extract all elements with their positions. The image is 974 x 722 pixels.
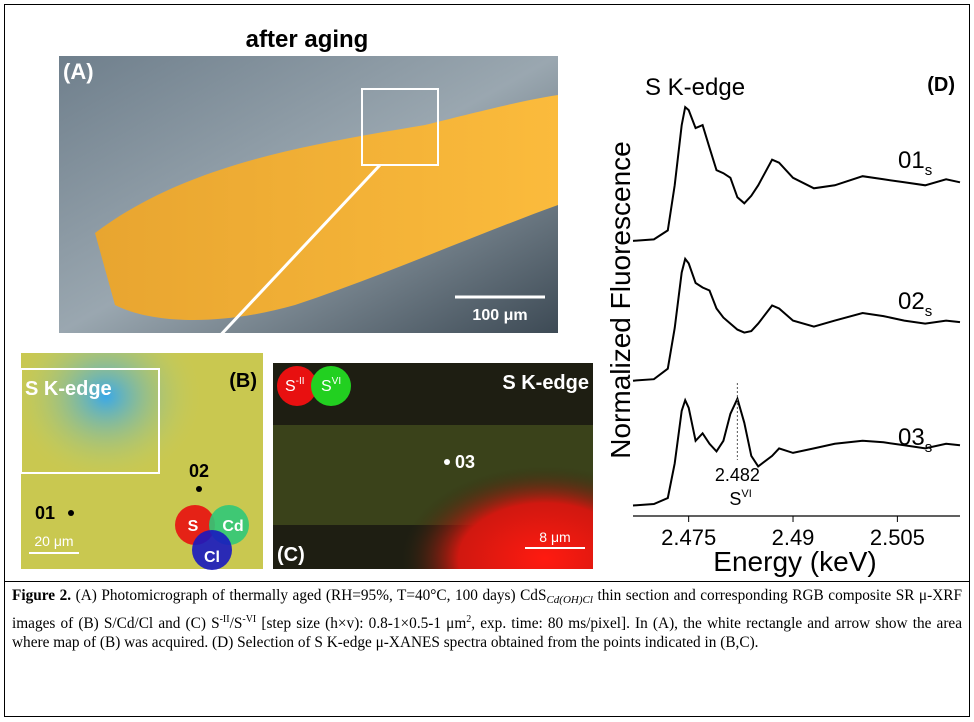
annotation-text: S — [729, 489, 741, 509]
caption-run: -II — [220, 614, 230, 625]
caption: Figure 2. (A) Photomicrograph of thermal… — [4, 581, 970, 717]
scale-label: 8 μm — [539, 529, 570, 545]
spectrum — [633, 259, 960, 381]
annotation-sup: VI — [741, 488, 751, 500]
species-text: S — [285, 378, 296, 395]
point-marker — [444, 459, 450, 465]
point-label: 02 — [189, 461, 209, 481]
channel-label: Cl — [204, 549, 220, 566]
caption-run: [step size (h×v): 0.8-1×0.5-1 μm — [256, 615, 466, 632]
channel-label: Cd — [222, 518, 243, 535]
series-name: 03 — [898, 424, 925, 451]
panel-label: (C) — [277, 544, 305, 566]
series-name: 01 — [898, 147, 925, 174]
chart-title: S K-edge — [645, 74, 745, 101]
caption-run: Figure 2. — [12, 587, 71, 604]
point-label: 03 — [455, 452, 475, 472]
series-subscript: s — [925, 303, 933, 320]
panel-label: (A) — [63, 59, 94, 84]
species-sup: VI — [332, 376, 341, 387]
caption-run: (A) Photomicrograph of thermally aged (R… — [71, 587, 546, 604]
series-subscript: s — [925, 439, 933, 456]
scale-label: 100 μm — [472, 307, 527, 324]
map-title: S K-edge — [502, 372, 589, 394]
map-title: S K-edge — [25, 378, 112, 400]
series-name: 02 — [898, 288, 925, 315]
x-tick-label: 2.49 — [772, 525, 815, 550]
figure: (A) after aging 100 μm S K-edge (B) 02 0… — [4, 4, 970, 582]
caption-run: Cd(OH)Cl — [546, 594, 592, 606]
series-label: 02s — [898, 288, 932, 320]
channel-label: S — [188, 518, 199, 535]
caption-run: /S — [230, 615, 243, 632]
species-sup: -II — [296, 376, 305, 387]
page: (A) after aging 100 μm S K-edge (B) 02 0… — [0, 0, 974, 722]
scale-label: 20 μm — [34, 533, 73, 549]
figure-svg: (A) after aging 100 μm S K-edge (B) 02 0… — [5, 5, 969, 581]
panel-title: after aging — [246, 26, 369, 53]
panel-label: (B) — [229, 370, 257, 392]
x-axis-label: Energy (keV) — [713, 546, 876, 577]
series-label: 01s — [898, 147, 932, 179]
x-tick-label: 2.475 — [661, 525, 716, 550]
point-marker — [68, 510, 74, 516]
spectrum — [633, 399, 960, 506]
annotation-label: SVI — [729, 488, 751, 509]
species-text: S — [321, 378, 332, 395]
series-subscript: s — [925, 162, 933, 179]
x-tick-label: 2.505 — [870, 525, 925, 550]
point-marker — [196, 486, 202, 492]
caption-run: -VI — [242, 614, 256, 625]
point-label: 01 — [35, 503, 55, 523]
y-axis-label: Normalized Fluorescence — [605, 141, 636, 458]
panel-label: (D) — [927, 74, 955, 96]
spectrum — [633, 107, 960, 241]
series-label: 03s — [898, 424, 932, 456]
annotation-value: 2.482 — [715, 465, 760, 485]
